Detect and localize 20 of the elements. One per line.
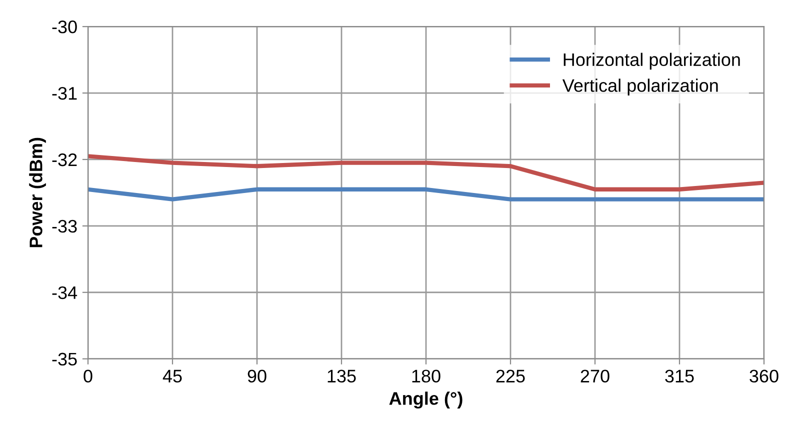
x-tick-label: 0 — [84, 370, 92, 383]
x-tick-label: 180 — [412, 370, 440, 383]
y-tick-label: -30 — [52, 20, 77, 34]
x-tick-label: 360 — [750, 370, 778, 383]
x-tick-label: 45 — [162, 370, 182, 383]
y-axis-title: Power (dBm) — [29, 138, 46, 248]
x-axis-title: Angle (°) — [389, 392, 462, 409]
legend-label: Horizontal polarization — [564, 52, 740, 70]
x-tick-label: 270 — [580, 370, 610, 383]
y-tick-label: -32 — [52, 153, 77, 166]
x-tick-label: 135 — [328, 370, 356, 383]
legend-label: Vertical polarization — [562, 78, 718, 96]
x-tick-label: 225 — [496, 370, 525, 383]
x-tick-label: 90 — [248, 370, 266, 383]
line-series — [88, 154, 764, 192]
x-tick-label: 315 — [665, 370, 694, 383]
y-tick-label: -34 — [52, 286, 78, 300]
y-tick-label: -35 — [52, 352, 77, 366]
y-tick-label: -33 — [52, 220, 77, 233]
y-tick-label: -31 — [52, 86, 77, 100]
